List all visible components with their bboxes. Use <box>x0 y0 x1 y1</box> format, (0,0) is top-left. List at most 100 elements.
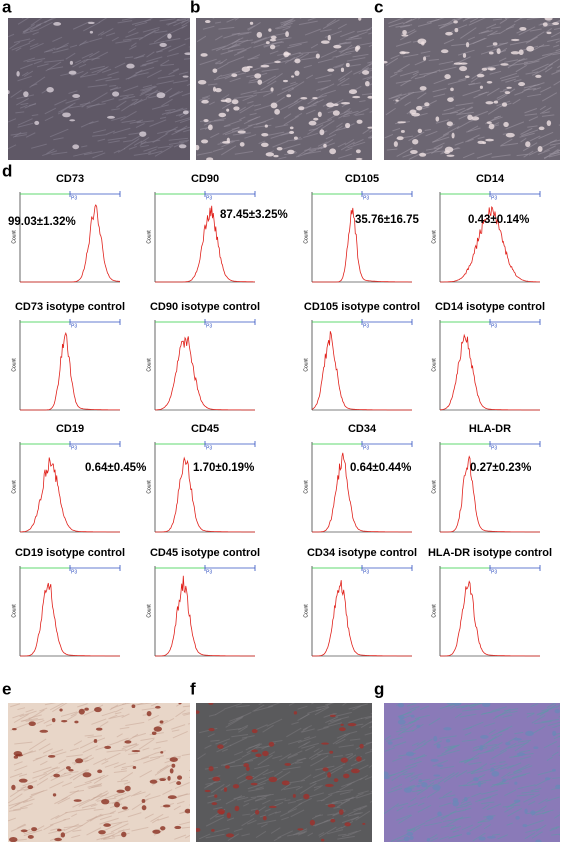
cell-streak <box>155 50 163 53</box>
cell <box>351 768 360 774</box>
cell <box>203 119 209 123</box>
cell-streak <box>153 776 166 781</box>
cell-streak <box>553 80 560 86</box>
cell <box>281 780 290 786</box>
cell-streak <box>117 148 126 153</box>
cell-streak <box>551 833 560 836</box>
cell-streak <box>537 769 555 776</box>
cell-streak <box>362 128 370 135</box>
cell-streak <box>139 769 153 778</box>
histogram-title: CD34 isotype control <box>307 547 417 559</box>
cell <box>320 838 325 842</box>
cell-streak <box>549 142 560 146</box>
cell <box>141 805 147 811</box>
cell-streak <box>25 718 44 722</box>
cell <box>286 94 292 98</box>
cell-streak <box>21 18 25 19</box>
cell-streak <box>364 732 372 736</box>
cell-streak <box>142 84 153 88</box>
panel-label: a <box>2 0 12 16</box>
cell-streak <box>58 773 72 778</box>
cell <box>11 784 16 791</box>
cell-streak <box>491 706 507 712</box>
cell-streak <box>155 717 175 728</box>
gate-label: P3 <box>363 195 369 201</box>
cell-streak <box>123 85 139 92</box>
cell-streak <box>400 91 415 100</box>
cell-streak <box>466 106 474 111</box>
cell-streak <box>438 60 454 65</box>
cell <box>546 120 552 127</box>
cell-streak <box>241 817 255 827</box>
cell-streak <box>232 132 251 136</box>
cell-streak <box>304 28 321 36</box>
cell-streak <box>68 90 78 94</box>
cell-streak <box>168 91 180 98</box>
cell-streak <box>295 761 303 764</box>
cell <box>233 106 240 111</box>
cell-streak <box>435 119 450 124</box>
cell-streak <box>234 150 253 155</box>
cell-streak <box>46 148 55 155</box>
cell-streak <box>87 783 103 788</box>
cell-streak <box>481 743 497 748</box>
cell-streak <box>348 754 357 760</box>
cell-streak <box>162 87 173 95</box>
cell-streak <box>263 91 274 97</box>
cell <box>355 45 361 50</box>
cell-streak <box>387 770 404 778</box>
cell <box>51 717 56 723</box>
cell-streak <box>23 24 42 33</box>
cell-streak <box>100 28 114 36</box>
cell-streak <box>323 722 343 729</box>
cell-streak <box>213 806 223 810</box>
cell-streak <box>403 53 419 58</box>
cell <box>471 116 480 121</box>
cell-streak <box>199 96 209 101</box>
cell <box>261 133 269 137</box>
gate-label: P3 <box>363 445 369 451</box>
cell-streak <box>546 703 557 709</box>
cell-streak <box>205 833 225 839</box>
cell-streak <box>315 86 329 91</box>
cell-streak <box>325 716 339 724</box>
cell-streak <box>477 136 485 140</box>
cell-streak <box>227 716 243 725</box>
cell-streak <box>154 30 168 34</box>
cell-streak <box>414 75 425 80</box>
cell-streak <box>360 715 372 720</box>
cell <box>505 742 511 746</box>
cell-streak <box>352 139 364 145</box>
cell-streak <box>398 724 415 736</box>
cell <box>546 31 552 35</box>
cell-streak <box>106 801 121 805</box>
cell-streak <box>250 37 267 44</box>
cell-streak <box>399 70 419 77</box>
cell-streak <box>461 739 477 742</box>
cell-streak <box>172 80 188 84</box>
cell-streak <box>310 758 324 767</box>
cell-streak <box>20 102 29 106</box>
cell <box>341 102 351 105</box>
cell-streak <box>411 723 424 732</box>
cell <box>268 776 278 783</box>
cell-streak <box>523 793 541 803</box>
cell-streak <box>398 814 413 824</box>
cell-streak <box>32 31 39 36</box>
cell-streak <box>199 58 217 66</box>
cell <box>416 724 421 728</box>
cell-streak <box>431 145 444 154</box>
cell-streak <box>520 18 528 19</box>
cell <box>121 831 127 838</box>
cell-streak <box>507 770 523 777</box>
cell-streak <box>539 105 546 111</box>
cell-streak <box>226 728 242 731</box>
cell-streak <box>63 823 80 831</box>
cell-streak <box>49 819 67 826</box>
histogram-curve <box>440 580 540 657</box>
histogram-title: CD105 <box>345 173 379 185</box>
cell <box>196 144 200 151</box>
cell-streak <box>317 726 329 731</box>
cell <box>464 75 470 79</box>
cell-streak <box>369 800 372 803</box>
